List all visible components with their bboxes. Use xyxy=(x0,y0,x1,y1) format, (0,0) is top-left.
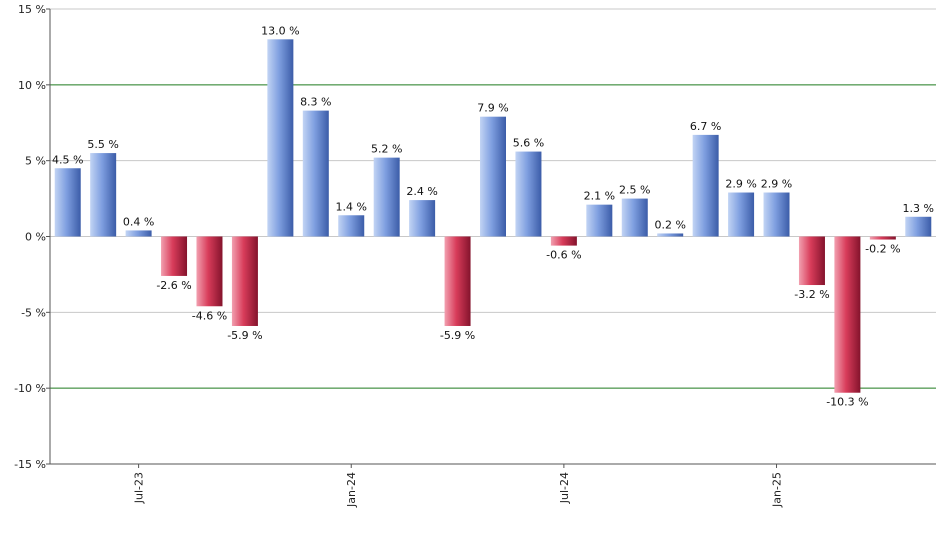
data-label: 1.3 % xyxy=(903,202,934,215)
data-label: 0.2 % xyxy=(654,218,685,231)
data-label: -3.2 % xyxy=(794,288,829,301)
bar xyxy=(231,236,258,326)
bar xyxy=(161,236,188,276)
data-label: 13.0 % xyxy=(261,24,299,37)
data-label: -0.2 % xyxy=(865,243,900,256)
bar xyxy=(834,236,861,393)
y-tick-label: 10 % xyxy=(18,79,46,92)
bar xyxy=(267,39,294,237)
bar xyxy=(692,134,719,237)
data-label: -0.6 % xyxy=(546,249,581,262)
data-label: 2.9 % xyxy=(761,178,792,191)
x-tick-label: Jul-24 xyxy=(558,472,571,504)
x-tick-label: Jul-23 xyxy=(133,472,146,504)
data-label: 5.5 % xyxy=(87,138,118,151)
data-label: 0.4 % xyxy=(123,215,154,228)
bar xyxy=(338,215,365,237)
bars xyxy=(54,39,932,393)
bar xyxy=(586,204,613,237)
bar xyxy=(480,116,506,237)
data-label: 7.9 % xyxy=(477,102,508,115)
x-axis-ticks: Jul-23 Jan-24 Jul-24 Jan-25 xyxy=(133,464,784,508)
data-label: 5.2 % xyxy=(371,143,402,156)
bar xyxy=(409,200,436,237)
data-label: -2.6 % xyxy=(156,279,191,292)
x-tick-label: Jan-24 xyxy=(345,472,358,508)
data-label: -5.9 % xyxy=(440,329,475,342)
bar xyxy=(54,168,81,237)
data-label: 6.7 % xyxy=(690,120,721,133)
data-label: 2.4 % xyxy=(406,185,437,198)
y-tick-label: 15 % xyxy=(18,3,46,16)
bar xyxy=(763,192,790,237)
data-label: 4.5 % xyxy=(52,153,83,166)
y-tick-label: 0 % xyxy=(25,231,46,244)
data-label: 1.4 % xyxy=(336,200,367,213)
y-tick-label: 5 % xyxy=(25,155,46,168)
bar xyxy=(550,236,577,246)
data-label: -5.9 % xyxy=(227,329,262,342)
data-label: -10.3 % xyxy=(826,396,868,409)
bar xyxy=(621,198,648,237)
data-label: 2.5 % xyxy=(619,184,650,197)
y-axis-ticks: 15 % 10 % 5 % 0 % -5 % -10 % -15 % xyxy=(14,3,50,471)
y-tick-label: -10 % xyxy=(14,382,46,395)
y-tick-label: -5 % xyxy=(21,306,46,319)
data-label: 8.3 % xyxy=(300,96,331,109)
bar xyxy=(515,151,542,237)
bar xyxy=(302,110,329,237)
bar xyxy=(905,216,932,237)
bar xyxy=(657,233,684,237)
data-label: 5.6 % xyxy=(513,137,544,150)
x-tick-label: Jan-25 xyxy=(771,472,784,508)
bar xyxy=(728,192,755,237)
data-label: -4.6 % xyxy=(192,309,227,322)
data-label: 2.1 % xyxy=(584,190,615,203)
data-label: 2.9 % xyxy=(725,178,756,191)
bar xyxy=(798,236,825,286)
y-tick-label: -15 % xyxy=(14,458,46,471)
bar xyxy=(869,236,896,240)
data-labels: 4.5 %5.5 %0.4 %-2.6 %-4.6 %-5.9 %13.0 %8… xyxy=(52,24,934,408)
bar xyxy=(373,157,400,237)
bar xyxy=(90,153,117,237)
bar xyxy=(444,236,471,326)
axes xyxy=(49,9,936,465)
bar xyxy=(196,236,223,307)
bar xyxy=(125,230,152,237)
